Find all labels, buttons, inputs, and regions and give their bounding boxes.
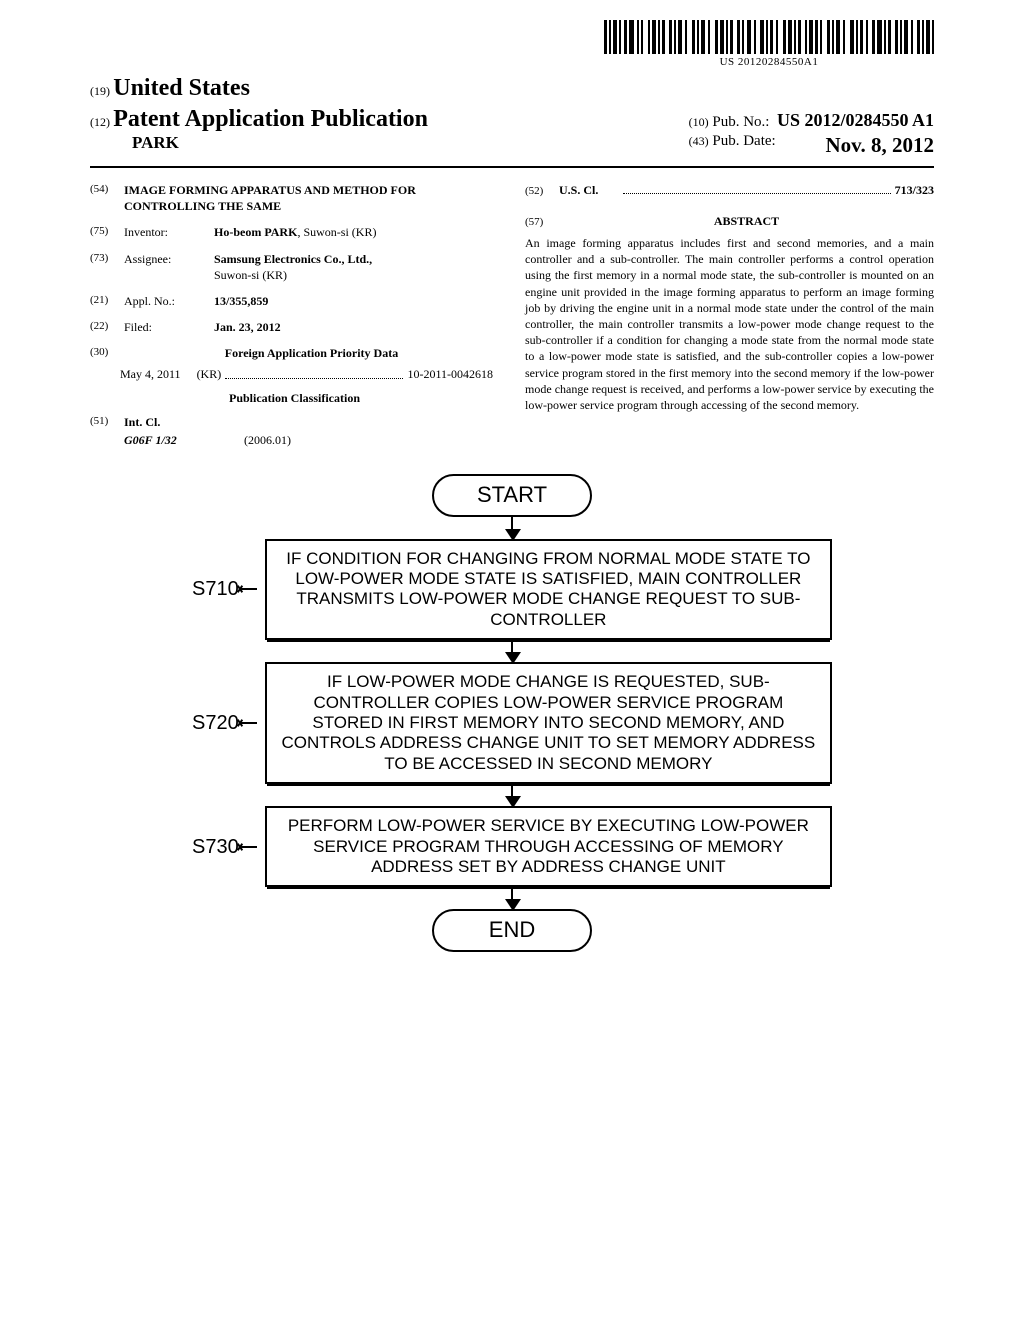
step-connector bbox=[239, 722, 257, 724]
field-51-num: (51) bbox=[90, 414, 124, 430]
priority-number: 10-2011-0042618 bbox=[407, 366, 493, 382]
assignee-name: Samsung Electronics Co., Ltd., bbox=[214, 251, 499, 267]
pubno-label: Pub. No.: bbox=[712, 114, 769, 130]
barcode: US 20120284550A1 bbox=[604, 20, 934, 68]
filed-label: Filed: bbox=[124, 319, 214, 335]
field-73-num: (73) bbox=[90, 251, 124, 283]
country: United States bbox=[113, 75, 250, 101]
barcode-region: US 20120284550A1 bbox=[90, 20, 934, 69]
intcl-year: (2006.01) bbox=[244, 432, 291, 448]
pub-number: US 2012/0284550 A1 bbox=[777, 110, 934, 130]
dots-leader bbox=[623, 193, 891, 194]
abstract-label: ABSTRACT bbox=[559, 213, 934, 229]
inventor-name: Ho-beom PARK bbox=[214, 225, 297, 239]
pubdate-label: Pub. Date: bbox=[712, 133, 775, 149]
field-54-num: (54) bbox=[90, 182, 124, 214]
field-75-num: (75) bbox=[90, 224, 124, 240]
foreign-priority-title: Foreign Application Priority Data bbox=[124, 345, 499, 361]
doc-type: Patent Application Publication bbox=[113, 106, 428, 132]
field-12-num: (12) bbox=[90, 115, 110, 129]
author-name: PARK bbox=[90, 133, 428, 153]
assignee-location: Suwon-si (KR) bbox=[214, 267, 499, 283]
applno-label: Appl. No.: bbox=[124, 293, 214, 309]
step-connector bbox=[239, 588, 257, 590]
step-connector bbox=[239, 846, 257, 848]
abstract-text: An image forming apparatus includes firs… bbox=[525, 235, 934, 413]
flowchart: START S710 IF CONDITION FOR CHANGING FRO… bbox=[192, 474, 832, 951]
field-43-num: (43) bbox=[689, 134, 709, 148]
step-label: S720 bbox=[192, 711, 239, 735]
priority-date: May 4, 2011 bbox=[120, 366, 181, 382]
appl-number: 13/355,859 bbox=[214, 293, 499, 309]
uscl-label: U.S. Cl. bbox=[559, 182, 619, 198]
process-box: PERFORM LOW-POWER SERVICE BY EXECUTING L… bbox=[265, 806, 832, 887]
intcl-label: Int. Cl. bbox=[124, 414, 499, 430]
process-box: IF CONDITION FOR CHANGING FROM NORMAL MO… bbox=[265, 539, 832, 641]
flowchart-start: START bbox=[432, 474, 592, 516]
filed-date: Jan. 23, 2012 bbox=[214, 319, 499, 335]
field-52-num: (52) bbox=[525, 184, 559, 199]
field-10-num: (10) bbox=[689, 115, 709, 129]
barcode-text: US 20120284550A1 bbox=[604, 56, 934, 68]
dots-leader bbox=[225, 366, 403, 379]
invention-title: IMAGE FORMING APPARATUS AND METHOD FOR C… bbox=[124, 182, 499, 214]
intcl-class: G06F 1/32 bbox=[124, 432, 244, 448]
field-57-num: (57) bbox=[525, 215, 559, 230]
biblio-columns: (54) IMAGE FORMING APPARATUS AND METHOD … bbox=[90, 182, 934, 448]
field-22-num: (22) bbox=[90, 319, 124, 335]
flowchart-end: END bbox=[432, 909, 592, 951]
field-21-num: (21) bbox=[90, 293, 124, 309]
inventor-location: , Suwon-si (KR) bbox=[297, 225, 376, 239]
inventor-label: Inventor: bbox=[124, 224, 214, 240]
flowchart-step: S720 IF LOW-POWER MODE CHANGE IS REQUEST… bbox=[192, 662, 832, 784]
header-divider bbox=[90, 166, 934, 168]
flowchart-step: S730 PERFORM LOW-POWER SERVICE BY EXECUT… bbox=[192, 806, 832, 887]
patent-header: (19) United States (12) Patent Applicati… bbox=[90, 75, 934, 158]
step-label: S710 bbox=[192, 577, 239, 601]
field-19-num: (19) bbox=[90, 84, 110, 98]
step-label: S730 bbox=[192, 835, 239, 859]
pub-classification-title: Publication Classification bbox=[90, 390, 499, 406]
process-box: IF LOW-POWER MODE CHANGE IS REQUESTED, S… bbox=[265, 662, 832, 784]
field-30-num: (30) bbox=[90, 345, 124, 361]
flowchart-step: S710 IF CONDITION FOR CHANGING FROM NORM… bbox=[192, 539, 832, 641]
uscl-value: 713/323 bbox=[895, 182, 934, 198]
priority-country: (KR) bbox=[197, 366, 222, 382]
assignee-label: Assignee: bbox=[124, 251, 214, 283]
left-column: (54) IMAGE FORMING APPARATUS AND METHOD … bbox=[90, 182, 499, 448]
right-column: (52) U.S. Cl. 713/323 (57) ABSTRACT An i… bbox=[525, 182, 934, 448]
pub-date: Nov. 8, 2012 bbox=[825, 133, 934, 158]
